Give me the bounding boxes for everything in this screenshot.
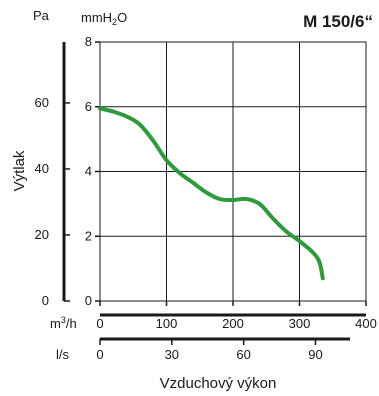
- mmh2o-tick-label-0: 0: [85, 293, 92, 308]
- ls-tick-label-30: 30: [165, 347, 179, 362]
- pa-tick-label-60: 60: [35, 95, 49, 110]
- mmh2o-tick-label-2: 2: [85, 228, 92, 243]
- grid-lines: [100, 42, 366, 301]
- pa-unit-label: Pa: [33, 8, 50, 23]
- m3h-tick-label-300: 300: [289, 316, 311, 331]
- mmh2o-tick-label-6: 6: [85, 99, 92, 114]
- m3h-tick-labels: 0 100 200 300 400: [96, 301, 377, 331]
- m3h-tick-label-0: 0: [96, 316, 103, 331]
- mmh2o-tick-label-4: 4: [85, 164, 92, 179]
- pressure-curve: [98, 106, 325, 281]
- chart-title: M 150/6“: [303, 12, 373, 31]
- pa-tick-label-0: 0: [42, 293, 49, 308]
- mmh2o-tick-labels: 0 2 4 6 8: [85, 34, 100, 308]
- ls-tick-label-60: 60: [236, 347, 250, 362]
- y-axis-title: Výtlak: [11, 150, 28, 191]
- m3h-unit-label: m3/h: [50, 315, 77, 331]
- ls-tick-labels: 0 30 60 90: [96, 339, 323, 362]
- mmh2o-unit-label: mmH2O: [81, 10, 127, 27]
- ls-tick-label-0: 0: [96, 347, 103, 362]
- m3h-tick-label-400: 400: [355, 316, 377, 331]
- mmh2o-tick-label-8: 8: [85, 34, 92, 49]
- pa-tick-label-20: 20: [35, 227, 49, 242]
- pa-tick-label-40: 40: [35, 161, 49, 176]
- ls-unit-label: l/s: [56, 347, 70, 362]
- x-axis-title: Vzduchový výkon: [160, 375, 277, 392]
- pa-axis-ticks: 0 20 40 60: [35, 95, 70, 308]
- m3h-tick-label-200: 200: [222, 316, 244, 331]
- m3h-tick-label-100: 100: [156, 316, 178, 331]
- ls-tick-label-90: 90: [308, 347, 322, 362]
